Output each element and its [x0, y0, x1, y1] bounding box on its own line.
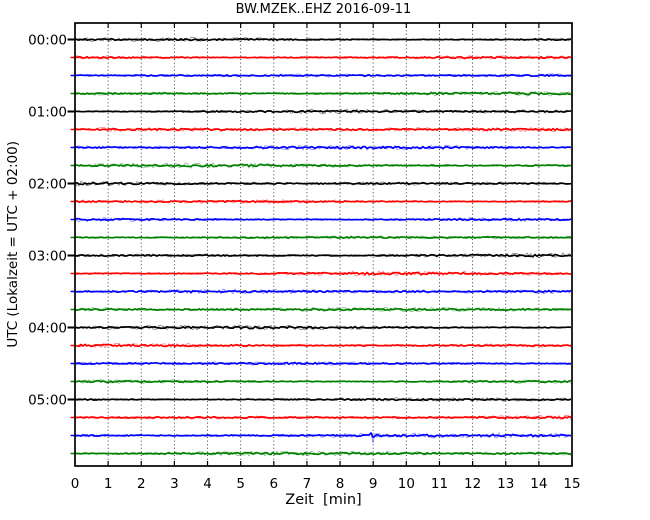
x-tick-label: 15 — [563, 476, 580, 492]
trace-fuzz-01:15 — [74, 126, 572, 133]
trace-line-03:00 — [74, 253, 572, 258]
trace-fuzz-05:30 — [74, 431, 572, 443]
trace-line-01:15 — [74, 127, 572, 132]
y-tick-label: 02:00 — [28, 176, 67, 192]
x-tick-label: 7 — [303, 476, 312, 492]
trace-line-00:45 — [74, 91, 572, 96]
x-tick-label: 10 — [398, 476, 415, 492]
trace-line-01:30 — [74, 145, 572, 150]
trace-line-05:30 — [74, 432, 572, 439]
trace-line-03:45 — [74, 307, 572, 312]
x-tick-label: 0 — [71, 476, 80, 492]
x-tick-label: 6 — [270, 476, 279, 492]
x-ticks: 0 1 2 3 4 5 6 7 8 9 10 11 12 13 14 15 — [71, 23, 581, 492]
traces — [74, 36, 572, 457]
trace-line-01:00 — [74, 109, 572, 114]
x-tick-label: 11 — [431, 476, 448, 492]
x-tick-label: 4 — [203, 476, 212, 492]
x-axis-label: Zeit [min] — [285, 492, 362, 508]
trace-line-04:45 — [74, 379, 572, 384]
trace-line-00:15 — [74, 55, 572, 60]
plot-title: BW.MZEK..EHZ 2016-09-11 — [235, 2, 412, 17]
trace-line-02:30 — [74, 217, 572, 222]
y-tick-label: 03:00 — [28, 248, 67, 264]
y-tick-label: 00:00 — [28, 32, 67, 48]
y-tick-label: 04:00 — [28, 320, 67, 336]
x-tick-label: 14 — [530, 476, 547, 492]
y-tick-label: 01:00 — [28, 104, 67, 120]
y-tick-label: 05:00 — [28, 392, 67, 408]
trace-line-04:15 — [74, 343, 572, 348]
x-tick-label: 3 — [170, 476, 179, 492]
trace-line-03:30 — [74, 289, 572, 294]
trace-line-02:15 — [74, 199, 572, 204]
plot-frame — [74, 22, 573, 467]
x-tick-label: 5 — [236, 476, 245, 492]
trace-line-00:30 — [74, 73, 572, 77]
trace-line-04:30 — [74, 361, 572, 366]
trace-line-05:45 — [74, 451, 572, 456]
trace-line-01:45 — [74, 163, 572, 168]
x-tick-label: 2 — [137, 476, 146, 492]
x-tick-label: 9 — [369, 476, 378, 492]
trace-line-04:00 — [74, 325, 572, 330]
x-tick-label: 12 — [464, 476, 481, 492]
x-tick-label: 1 — [104, 476, 113, 492]
trace-line-00:00 — [74, 37, 572, 42]
trace-line-02:45 — [74, 236, 572, 240]
trace-line-03:15 — [74, 271, 572, 276]
x-tick-label: 13 — [497, 476, 514, 492]
trace-line-05:15 — [74, 415, 572, 420]
x-tick-label: 8 — [336, 476, 345, 492]
trace-line-02:00 — [74, 181, 572, 186]
trace-line-05:00 — [74, 397, 572, 402]
